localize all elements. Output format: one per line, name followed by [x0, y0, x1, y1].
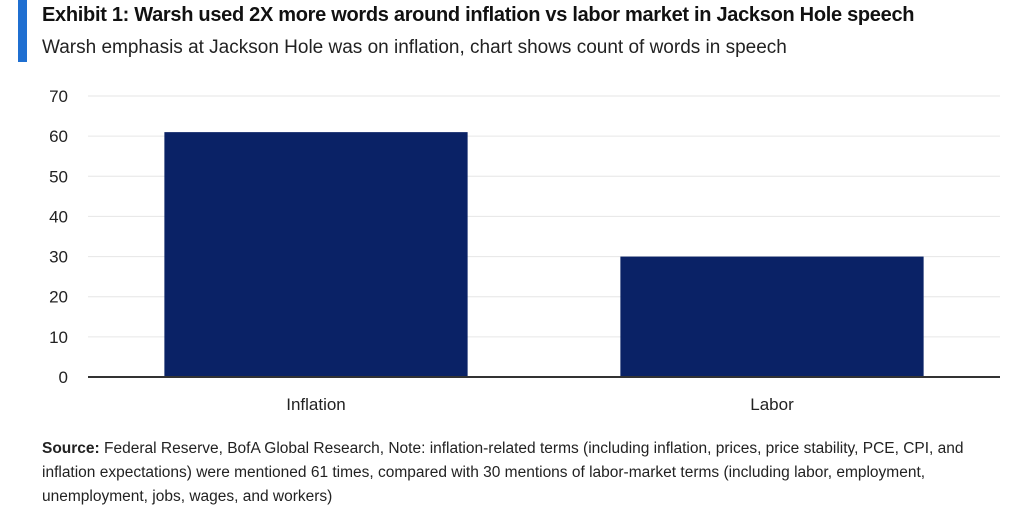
x-category-label: Labor	[750, 395, 794, 414]
y-tick-label: 0	[59, 368, 68, 387]
y-tick-label: 10	[49, 328, 68, 347]
source-label: Source:	[42, 440, 100, 457]
footnote: Source: Federal Reserve, BofA Global Res…	[42, 437, 1002, 509]
chart-title: Exhibit 1: Warsh used 2X more words arou…	[42, 4, 915, 26]
y-tick-label: 70	[49, 87, 68, 106]
bar-inflation	[164, 132, 468, 377]
footnote-text: Federal Reserve, BofA Global Research, N…	[42, 440, 964, 505]
bar-labor	[620, 256, 924, 377]
x-category-label: Inflation	[286, 395, 346, 414]
chart-subtitle: Warsh emphasis at Jackson Hole was on in…	[42, 37, 787, 58]
y-tick-label: 50	[49, 167, 68, 186]
y-tick-label: 40	[49, 207, 68, 226]
bar-chart: 0 10 20 30 40 50 60 70 Inflation Labor	[49, 87, 1000, 414]
y-tick-label: 30	[49, 248, 68, 267]
accent-bar	[18, 0, 27, 62]
y-tick-label: 60	[49, 127, 68, 146]
y-tick-label: 20	[49, 288, 68, 307]
